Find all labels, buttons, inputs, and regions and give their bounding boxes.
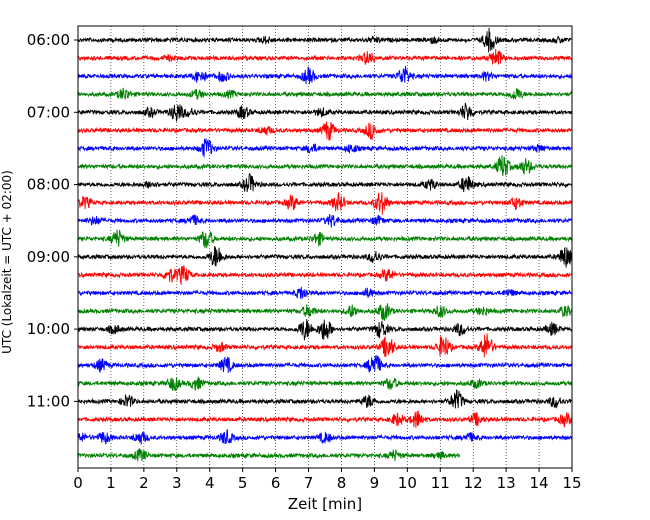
y-tick-label: 09:00 <box>27 248 70 266</box>
x-tick-label: 14 <box>530 474 549 492</box>
seismic-trace-0815 <box>77 191 573 215</box>
seismic-trace-1100 <box>77 389 572 410</box>
y-tick-label: 06:00 <box>27 31 70 49</box>
x-tick-label: 2 <box>139 474 149 492</box>
y-axis-label: UTC (Lokalzeit = UTC + 02:00) <box>0 170 14 354</box>
seismic-trace-0900 <box>77 245 573 268</box>
x-tick-label: 1 <box>106 474 116 492</box>
x-tick-label: 5 <box>238 474 248 492</box>
x-tick-label: 13 <box>497 474 516 492</box>
y-axis-ticks: 06:00 07:00 08:00 09:00 10:00 11:00 <box>27 31 78 410</box>
x-tick-label: 0 <box>73 474 83 492</box>
x-tick-label: 9 <box>370 474 380 492</box>
x-tick-label: 4 <box>205 474 215 492</box>
seismic-trace-0945 <box>77 303 572 322</box>
seismic-trace-0600 <box>77 27 572 53</box>
x-tick-label: 7 <box>304 474 314 492</box>
seismic-trace-0915 <box>77 265 572 286</box>
y-tick-label: 07:00 <box>27 103 70 121</box>
seismic-trace-0645 <box>77 87 573 100</box>
seismic-trace-0800 <box>77 173 573 193</box>
seismic-trace-0700 <box>77 102 573 123</box>
x-axis-label: Zeit [min] <box>288 495 362 513</box>
seismic-trace-0730 <box>77 138 572 158</box>
x-tick-label: 12 <box>464 474 483 492</box>
seismic-trace-0715 <box>77 121 572 141</box>
seismic-trace-1030 <box>77 355 573 374</box>
x-tick-label: 15 <box>562 474 581 492</box>
seismic-trace-0745 <box>77 155 572 176</box>
x-tick-label: 3 <box>172 474 182 492</box>
seismic-trace-0930 <box>77 286 572 300</box>
y-tick-label: 11:00 <box>27 392 70 410</box>
seismic-trace-1145 <box>77 448 461 462</box>
plot-frame <box>77 25 573 469</box>
trace-layer <box>77 27 573 462</box>
seismic-trace-1115 <box>77 410 573 428</box>
seismic-trace-0630 <box>77 65 573 85</box>
seismic-trace-0845 <box>77 229 573 249</box>
seismic-trace-1045 <box>77 376 573 392</box>
x-tick-label: 6 <box>271 474 281 492</box>
seismic-trace-1130 <box>77 428 573 445</box>
x-tick-label: 11 <box>431 474 450 492</box>
seismic-trace-0830 <box>77 214 573 228</box>
x-tick-label: 8 <box>337 474 347 492</box>
x-tick-label: 10 <box>398 474 417 492</box>
seismic-trace-1015 <box>77 333 572 358</box>
x-axis-ticks: 0 1 2 3 4 5 6 7 8 9 10 11 12 13 14 15 <box>73 468 582 492</box>
seismic-trace-1000 <box>77 318 573 341</box>
seismic-trace-0615 <box>77 49 573 65</box>
y-tick-label: 08:00 <box>27 176 70 194</box>
y-tick-label: 10:00 <box>27 320 70 338</box>
